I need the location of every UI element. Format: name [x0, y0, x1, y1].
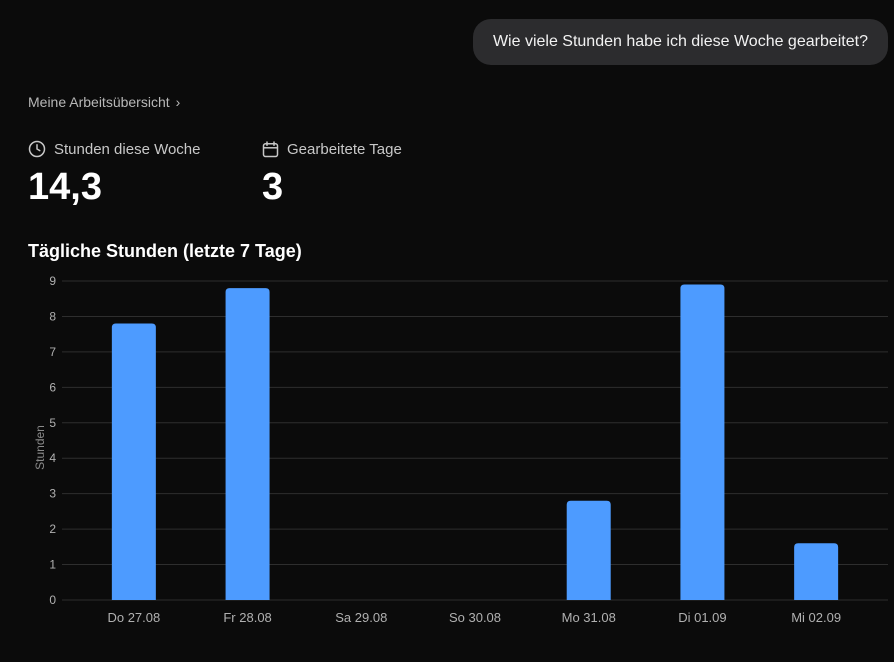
stat-hours-this-week: Stunden diese Woche 14,3 [28, 139, 201, 208]
chart-title: Tägliche Stunden (letzte 7 Tage) [28, 241, 302, 261]
y-tick-label: 2 [49, 522, 56, 536]
bar-5 [566, 500, 611, 600]
daily-hours-bar-chart: 0 1 2 3 4 5 6 7 8 9 Stunden Do 27.08 Fr 28.08 Sa 29.0… [33, 274, 888, 625]
bar-1 [111, 323, 156, 600]
x-tick-label: Sa 29.08 [335, 610, 387, 625]
x-tick-label: Mo 31.08 [562, 610, 616, 625]
y-tick-label: 4 [49, 451, 56, 465]
x-tick-label: Fr 28.08 [223, 610, 271, 625]
x-tick-label: Di 01.09 [678, 610, 726, 625]
stat-hours-value: 14,3 [28, 166, 102, 208]
bar-6 [680, 284, 725, 600]
y-tick-label: 0 [49, 593, 56, 607]
calendar-icon [262, 140, 279, 158]
bar-2 [225, 288, 270, 600]
y-tick-label: 9 [49, 274, 56, 288]
x-tick-label: Do 27.08 [107, 610, 160, 625]
y-tick-label: 5 [49, 416, 56, 430]
x-tick-label: So 30.08 [449, 610, 501, 625]
stat-days-value: 3 [262, 166, 284, 208]
user-message-bubble: Wie viele Stunden habe ich diese Woche g… [472, 19, 888, 65]
stat-hours-label: Stunden diese Woche [54, 140, 201, 158]
stat-days-label: Gearbeitete Tage [287, 140, 402, 158]
user-message-text: Wie viele Stunden habe ich diese Woche g… [492, 33, 868, 50]
y-tick-label: 7 [49, 345, 56, 359]
clock-icon [28, 140, 46, 158]
bar-7 [794, 543, 839, 600]
breadcrumb-label[interactable]: Meine Arbeitsübersicht [28, 94, 170, 110]
y-tick-label: 6 [49, 380, 56, 394]
y-tick-label: 3 [49, 487, 56, 501]
stat-days-worked: Gearbeitete Tage 3 [262, 139, 402, 208]
x-tick-label: Mi 02.09 [791, 610, 841, 625]
breadcrumb[interactable]: Meine Arbeitsübersicht › [28, 94, 180, 110]
y-axis-label: Stunden [33, 425, 47, 470]
chevron-right-icon: › [175, 94, 181, 110]
y-tick-label: 8 [49, 309, 56, 323]
y-tick-label: 1 [49, 558, 56, 572]
